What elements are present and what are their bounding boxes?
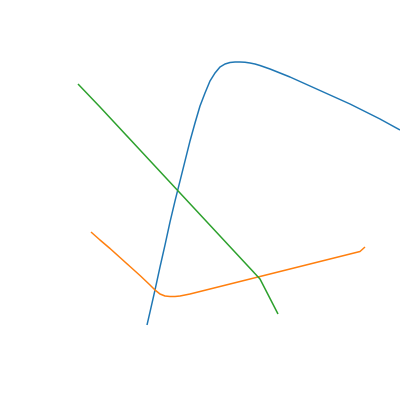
- series-line-3: [77, 83, 279, 315]
- series-line-2: [90, 231, 366, 298]
- series-line-1: [146, 61, 400, 326]
